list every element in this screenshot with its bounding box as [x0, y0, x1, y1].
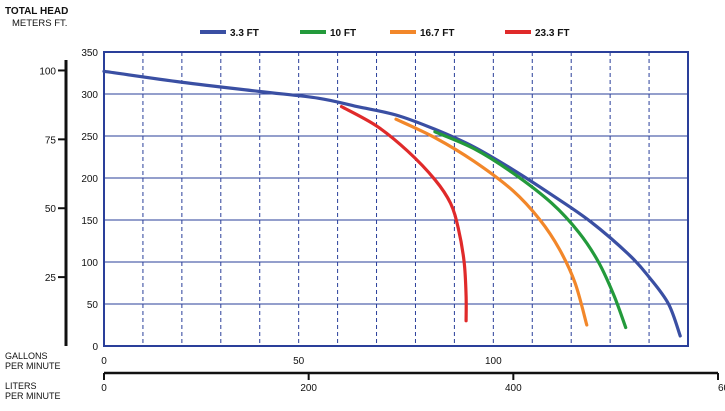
series-line — [394, 117, 589, 327]
x-liters-tick-label: 200 — [300, 383, 317, 394]
legend-label: 3.3 FT — [230, 28, 259, 39]
y-feet-tick-label: 150 — [81, 216, 98, 227]
legend-label: 23.3 FT — [535, 28, 569, 39]
series-line — [339, 105, 468, 323]
y-meters-tick-label: 75 — [45, 135, 57, 146]
series-curves — [102, 69, 682, 338]
x-gallons-tick-label: 0 — [101, 356, 107, 367]
y-meters-tick-label: 100 — [39, 66, 56, 77]
x-liters-tick-label: 400 — [505, 383, 522, 394]
head-units-title: METERS FT. — [12, 18, 67, 29]
legend-label: 10 FT — [330, 28, 356, 39]
total-head-title: TOTAL HEAD — [5, 6, 68, 17]
y-meters-tick-label: 50 — [45, 204, 57, 215]
y-axis-feet: 0 50 100 150 200 250 300 350 — [81, 48, 98, 353]
x-axis-gallons: 0 50 100 — [101, 356, 502, 367]
plot-frame — [103, 51, 689, 347]
lpm-label-line2: PER MINUTE — [5, 391, 61, 401]
y-axis-meters: 25 50 75 100 — [39, 66, 66, 284]
legend: 3.3 FT 10 FT 16.7 FT 23.3 FT — [200, 28, 569, 39]
x-axis-liters: 0 200 400 600 — [101, 373, 725, 394]
x-liters-tick-label: 600 — [718, 383, 725, 394]
y-feet-tick-label: 300 — [81, 90, 98, 101]
y-feet-tick-label: 0 — [92, 342, 98, 353]
series-line — [433, 130, 628, 330]
x-gallons-tick-label: 100 — [485, 356, 502, 367]
y-feet-tick-label: 50 — [87, 300, 99, 311]
legend-label: 16.7 FT — [420, 28, 454, 39]
y-feet-tick-label: 200 — [81, 174, 98, 185]
gpm-label-line2: PER MINUTE — [5, 361, 61, 371]
y-feet-tick-label: 250 — [81, 132, 98, 143]
lpm-label-line1: LITERS — [5, 381, 37, 391]
y-feet-tick-label: 100 — [81, 258, 98, 269]
y-meters-tick-label: 25 — [45, 273, 57, 284]
x-gallons-tick-label: 50 — [293, 356, 305, 367]
x-liters-tick-label: 0 — [101, 383, 107, 394]
gpm-label-line1: GALLONS — [5, 351, 48, 361]
y-feet-tick-label: 350 — [81, 48, 98, 59]
